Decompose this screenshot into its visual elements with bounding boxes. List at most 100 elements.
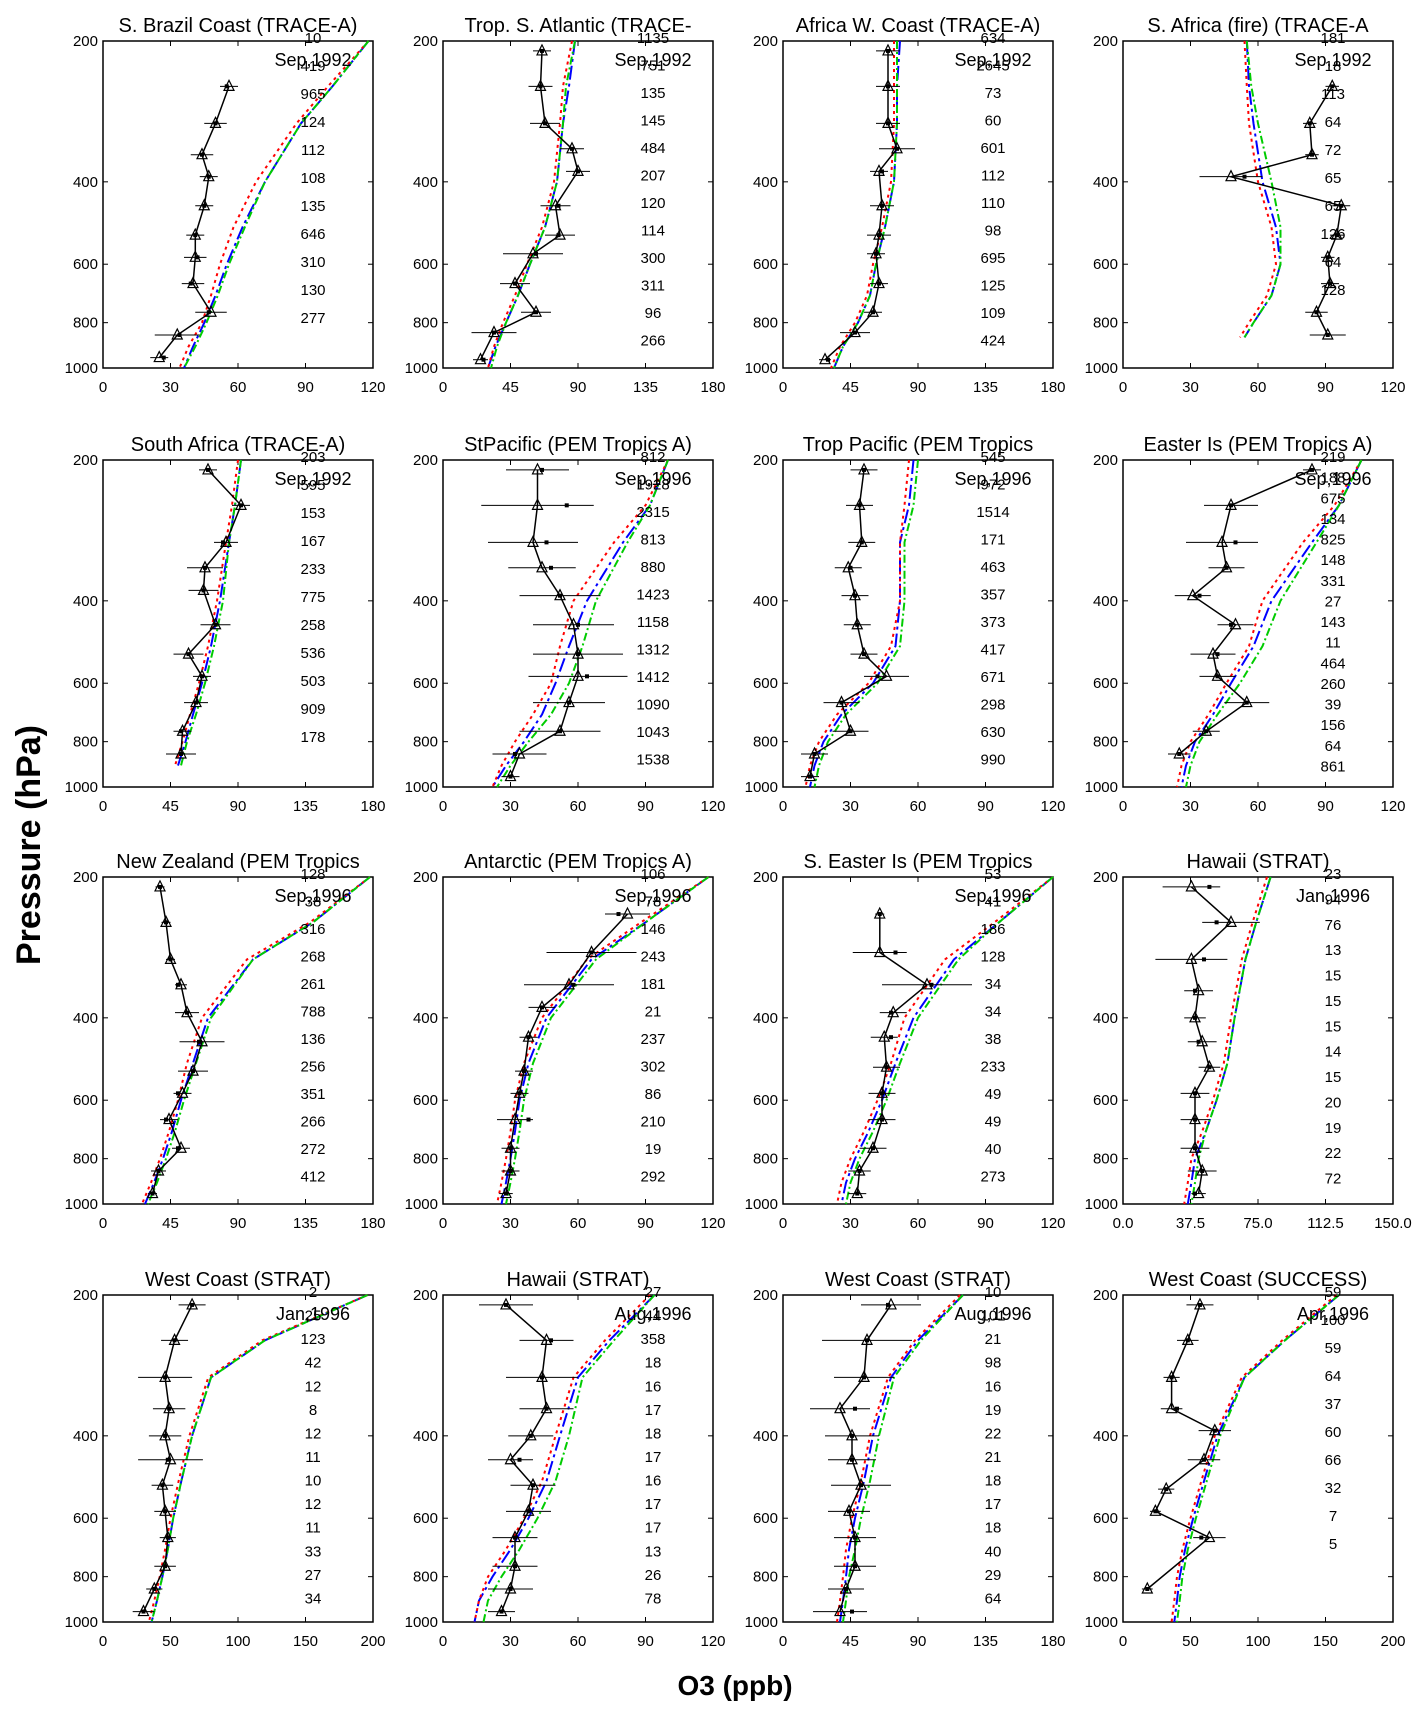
- sample-count: 41: [985, 894, 1002, 911]
- obs-median-point: [152, 1586, 157, 1591]
- x-tick-label: 100: [225, 1633, 250, 1650]
- obs-mean-marker: [1335, 198, 1348, 211]
- obs-mean-line: [1228, 85, 1343, 336]
- obs-mean-marker: [1326, 78, 1339, 91]
- obs-median-point: [1185, 1338, 1190, 1343]
- sample-count: 1135: [637, 30, 669, 47]
- x-tick-label: 120: [1040, 798, 1065, 815]
- model-curve-3: [505, 876, 710, 1205]
- model-curve-2: [473, 1294, 651, 1623]
- sample-count: 17: [985, 1496, 1002, 1513]
- x-tick-label: 90: [1317, 379, 1334, 396]
- obs-mean-marker: [849, 588, 861, 601]
- x-tick-label: 60: [570, 798, 587, 815]
- y-tick-label: 800: [413, 734, 438, 751]
- x-tick-label: 60: [570, 1215, 587, 1232]
- x-tick-label: 0: [439, 1215, 447, 1232]
- x-tick-label: 135: [973, 1633, 998, 1650]
- model-curve-2: [836, 1294, 961, 1623]
- y-tick-label: 400: [753, 593, 778, 610]
- sample-count: 42: [305, 1355, 322, 1372]
- sample-count: 909: [300, 701, 325, 718]
- obs-mean-marker: [873, 164, 885, 177]
- sample-count: 15: [1325, 1018, 1342, 1035]
- obs-median-point: [848, 565, 853, 570]
- obs-median-point: [1207, 884, 1212, 889]
- obs-mean-marker: [1229, 617, 1242, 630]
- date-label: Sep,1992: [274, 50, 351, 70]
- obs-mean-marker: [1185, 952, 1198, 964]
- date-label: Sep,1996: [954, 469, 1031, 489]
- obs-mean-marker: [182, 646, 195, 659]
- y-tick-label: 200: [413, 1287, 438, 1304]
- obs-median-point: [871, 1146, 875, 1151]
- obs-median-point: [163, 1564, 168, 1569]
- model-curve-3: [813, 459, 919, 788]
- sample-count: 10: [985, 1284, 1002, 1301]
- model-curve-3: [150, 1294, 369, 1623]
- obs-median-point: [1214, 920, 1219, 925]
- sample-count: 34: [305, 1590, 322, 1607]
- panel-7: Trop Pacific (PEM Tropics 0 30 60 90 120 200 40…: [745, 434, 1066, 815]
- date-label: Sep,1992: [614, 50, 691, 70]
- panel-title: Hawaii (STRAT): [1187, 851, 1330, 873]
- sample-count: 18: [985, 1473, 1002, 1490]
- obs-median-point: [540, 467, 544, 472]
- obs-mean-marker: [1192, 1186, 1205, 1199]
- sample-count: 8: [309, 1402, 317, 1419]
- obs-mean-marker: [849, 325, 861, 338]
- obs-median-point: [850, 1457, 854, 1462]
- obs-median-point: [1199, 1535, 1204, 1540]
- obs-mean-marker: [621, 906, 634, 919]
- y-tick-label: 400: [73, 593, 98, 610]
- obs-mean-marker: [137, 1604, 150, 1617]
- obs-median-point: [540, 1005, 544, 1010]
- x-tick-label: 0: [1119, 379, 1127, 396]
- obs-median-point: [880, 1091, 884, 1096]
- obs-median-point: [1193, 1091, 1197, 1096]
- date-label: Sep,1992: [1294, 50, 1371, 70]
- sample-count: 145: [640, 113, 665, 130]
- obs-mean-marker: [1321, 249, 1334, 262]
- obs-mean-marker: [199, 560, 211, 573]
- sample-count: 266: [300, 1114, 325, 1131]
- x-tick-label: 60: [1250, 379, 1267, 396]
- obs-mean-marker: [175, 977, 187, 990]
- sample-count: 272: [300, 1141, 325, 1158]
- sample-count: 300: [640, 250, 665, 267]
- obs-median-point: [880, 203, 884, 208]
- x-tick-label: 180: [1040, 1633, 1065, 1650]
- x-tick-label: 30: [842, 1215, 859, 1232]
- x-tick-label: 0: [779, 379, 787, 396]
- x-tick-label: 0: [1119, 1633, 1127, 1650]
- sample-count: 2645: [976, 58, 1009, 75]
- x-tick-label: 0.0: [1113, 1215, 1134, 1232]
- obs-mean-marker: [531, 497, 544, 510]
- obs-mean-marker: [181, 1005, 193, 1018]
- model-curve-3: [183, 40, 370, 369]
- obs-median-point: [862, 1375, 866, 1380]
- obs-median-point: [895, 146, 899, 151]
- x-tick-label: 0: [99, 798, 107, 815]
- y-tick-label: 600: [413, 675, 438, 692]
- obs-mean-marker: [509, 276, 521, 289]
- obs-mean-line: [479, 50, 579, 361]
- sample-count: 167: [300, 533, 325, 550]
- y-tick-label: 200: [73, 869, 98, 886]
- obs-median-point: [164, 920, 168, 925]
- date-label: Sep,1996: [614, 886, 691, 906]
- x-tick-label: 0: [779, 1215, 787, 1232]
- y-tick-label: 200: [413, 869, 438, 886]
- obs-median-point: [1215, 674, 1220, 679]
- obs-mean-marker: [844, 723, 857, 736]
- sample-count: 135: [300, 198, 325, 215]
- sample-count: 990: [980, 752, 1005, 769]
- obs-median-point: [206, 310, 211, 315]
- obs-median-point: [513, 751, 517, 756]
- obs-mean-marker: [834, 1604, 846, 1617]
- obs-median-point: [570, 146, 574, 151]
- date-label: Sep,1992: [274, 469, 351, 489]
- model-curve-1: [1173, 1294, 1340, 1623]
- obs-median-point: [179, 729, 183, 734]
- obs-mean-marker: [196, 1034, 208, 1047]
